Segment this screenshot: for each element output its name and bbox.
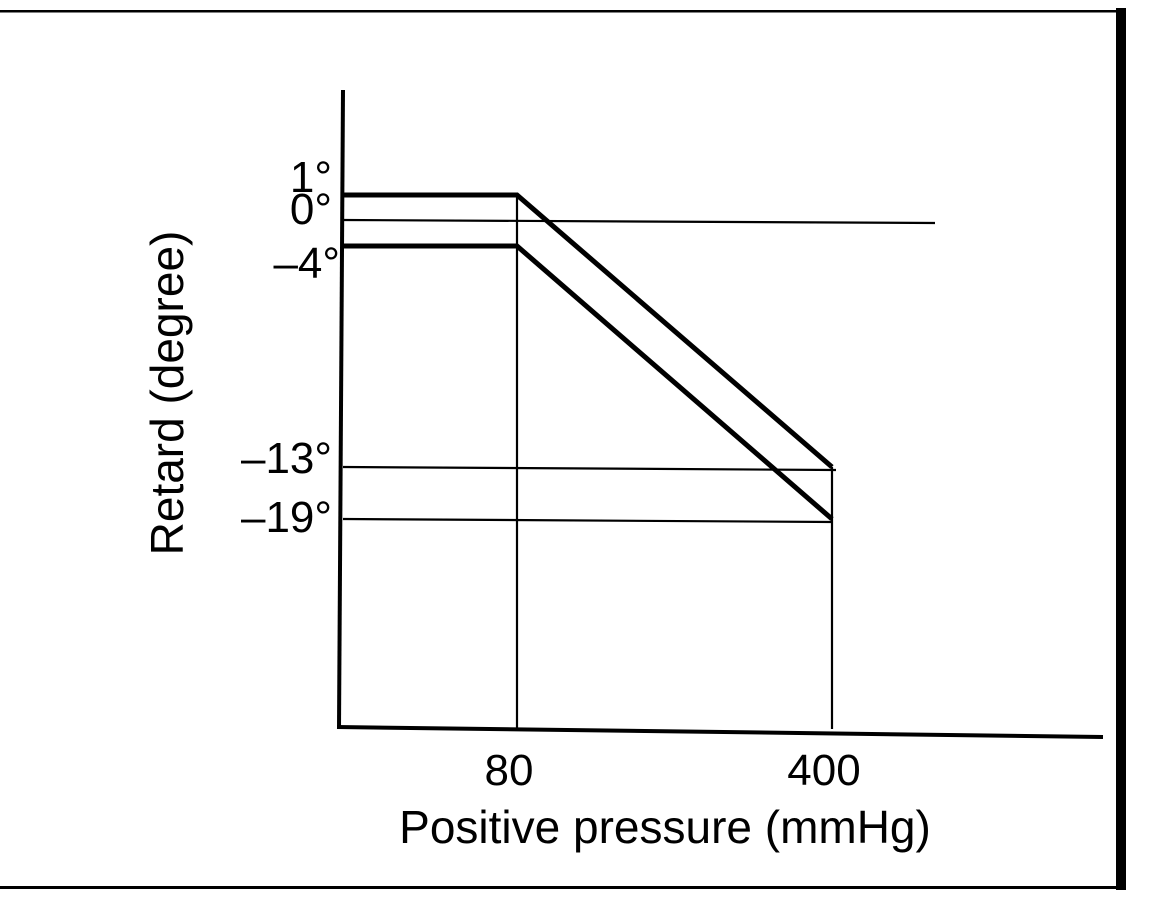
y-tick-label: 0° (290, 185, 332, 234)
figure-frame (0, 8, 1126, 890)
axes (336, 89, 1104, 739)
y-tick-labels: 1°0° –4° –13° –19° (241, 153, 340, 542)
y-tick-label: –19° (241, 493, 332, 542)
y-tick-label: 1° (290, 153, 332, 202)
series-line-1 (342, 192, 834, 469)
y-tick-label: –4° (273, 239, 340, 288)
data-series (342, 192, 834, 521)
x-tick-label: 80 (485, 746, 534, 795)
reference-line-y-neg19 (342, 517, 834, 524)
reference-line-y-0 (342, 218, 936, 225)
x-axis-title: Positive pressure (mmHg) (399, 801, 931, 853)
y-tick-label: –13° (241, 434, 332, 483)
reference-lines (342, 195, 936, 729)
reference-line-y-neg13 (342, 465, 837, 472)
x-tick-label: 400 (787, 746, 860, 795)
y-axis-title: Retard (degree) (141, 231, 193, 556)
x-tick-labels: 80 400 (485, 746, 861, 795)
y-axis-line (337, 89, 345, 729)
x-axis-line (336, 725, 1104, 739)
series-line-2 (342, 243, 834, 521)
